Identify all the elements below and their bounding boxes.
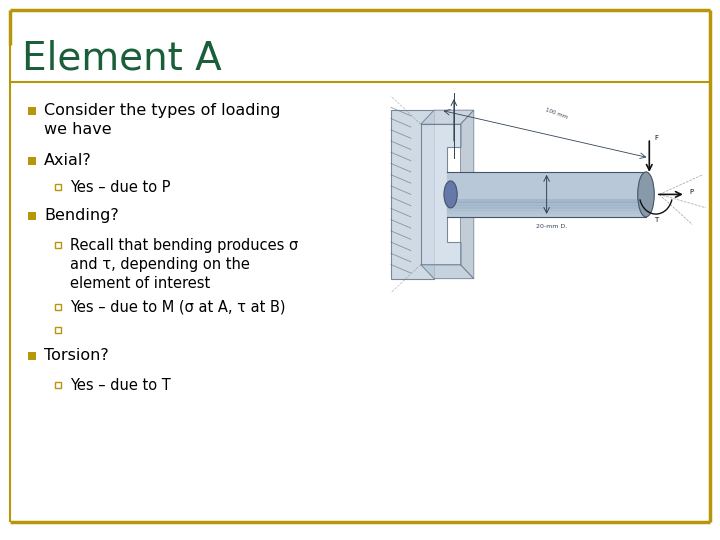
Bar <box>447 199 646 204</box>
Polygon shape <box>420 265 474 279</box>
Text: Yes – due to T: Yes – due to T <box>70 378 171 393</box>
Ellipse shape <box>444 181 457 208</box>
Bar <box>28 107 36 115</box>
Bar <box>447 210 646 214</box>
Bar <box>55 382 61 388</box>
Bar <box>55 184 61 190</box>
Bar <box>447 205 646 209</box>
Bar <box>28 212 36 220</box>
Text: P: P <box>689 188 693 194</box>
Text: Bending?: Bending? <box>44 208 119 223</box>
Text: T: T <box>654 218 658 224</box>
Bar <box>28 157 36 165</box>
Bar <box>55 242 61 248</box>
Text: 20-mm D.: 20-mm D. <box>536 224 567 229</box>
Polygon shape <box>420 110 474 124</box>
Text: Yes – due to P: Yes – due to P <box>70 180 171 195</box>
Polygon shape <box>420 124 461 265</box>
Text: 100 mm: 100 mm <box>545 107 568 119</box>
Bar <box>28 352 36 360</box>
Text: Recall that bending produces σ
and τ, depending on the
element of interest: Recall that bending produces σ and τ, de… <box>70 238 298 292</box>
Polygon shape <box>461 110 474 279</box>
Text: Axial?: Axial? <box>44 153 91 168</box>
Bar <box>447 172 646 217</box>
Bar <box>55 327 61 333</box>
Text: F: F <box>654 135 658 141</box>
Text: Consider the types of loading
we have: Consider the types of loading we have <box>44 103 281 137</box>
Ellipse shape <box>638 172 654 217</box>
Text: Element A: Element A <box>22 40 222 78</box>
Bar <box>55 304 61 310</box>
Bar <box>447 202 646 206</box>
Text: Torsion?: Torsion? <box>44 348 109 363</box>
Bar <box>447 213 646 217</box>
Polygon shape <box>391 110 434 279</box>
Bar <box>447 207 646 212</box>
Text: Yes – due to M (σ at A, τ at B): Yes – due to M (σ at A, τ at B) <box>70 300 286 315</box>
